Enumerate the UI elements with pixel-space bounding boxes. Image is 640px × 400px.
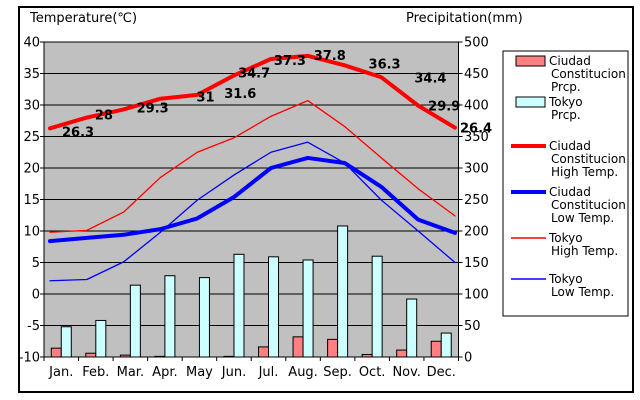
temp-axis-tick-label: 15: [23, 193, 40, 208]
bar-ciudad-prcp: [119, 354, 131, 358]
temp-axis-tick-label: 30: [23, 99, 40, 114]
bar-ciudad-prcp: [258, 346, 270, 358]
legend-text: Low Temp.: [551, 211, 614, 225]
bar-ciudad-prcp: [85, 352, 97, 358]
temp-axis-tick-label: 20: [23, 162, 40, 177]
temperature-axis-title: Temperature(℃): [29, 11, 137, 26]
bar-ciudad-prcp: [292, 336, 304, 358]
legend-text: Prcp.: [551, 108, 581, 122]
legend-text: Ciudad: [549, 139, 591, 153]
line-tokyo-high-temp: [49, 99, 456, 233]
bar-ciudad-prcp: [50, 347, 62, 358]
legend-text: Constitucion: [551, 198, 626, 212]
bar-ciudad-prcp: [430, 340, 442, 358]
legend-text: Tokyo: [548, 272, 583, 286]
bar-tokyo-prcp: [129, 284, 141, 358]
legend-text: High Temp.: [551, 165, 618, 179]
month-label: Sep.: [323, 365, 352, 380]
legend-text: Tokyo: [548, 95, 583, 109]
bar-tokyo-prcp: [440, 332, 452, 358]
precip-axis-tick-label: 350: [464, 130, 489, 145]
temp-axis-tick-label: -5: [27, 319, 40, 334]
month-label: Apr.: [152, 365, 177, 380]
month-label: Jan.: [48, 365, 73, 380]
temp-axis-tick-label: 35: [23, 67, 40, 82]
precip-axis-tick-label: 150: [464, 256, 489, 271]
legend-text: Constitucion: [551, 67, 626, 81]
precip-axis-tick-label: 500: [464, 36, 489, 51]
bar-ciudad-prcp: [154, 355, 166, 358]
legend-text: Ciudad: [549, 54, 591, 68]
legend-text: Ciudad: [549, 185, 591, 199]
precip-axis-tick-label: 300: [464, 162, 489, 177]
month-label: Jun.: [221, 365, 246, 380]
legend-text: Low Temp.: [551, 285, 614, 299]
bar-tokyo-prcp: [371, 255, 383, 358]
line-ciudad-high-temp: [48, 53, 457, 131]
high-temp-data-label: 37.8: [314, 49, 346, 64]
temp-axis-tick-label: 40: [23, 36, 40, 51]
line-tokyo-low-temp: [49, 141, 456, 282]
precip-axis-tick-label: 200: [464, 225, 489, 240]
legend-text: High Temp.: [551, 244, 618, 258]
precip-axis-tick-label: 50: [464, 319, 481, 334]
high-temp-data-label: 34.4: [414, 71, 446, 86]
legend-text: Tokyo: [548, 231, 583, 245]
legend-box: [502, 50, 629, 317]
precipitation-axis-title: Precipitation(mm): [406, 11, 523, 26]
high-temp-data-label: 31: [196, 91, 214, 106]
month-label: Feb.: [82, 365, 109, 380]
high-temp-data-label: 28: [95, 109, 113, 124]
bar-tokyo-prcp: [60, 326, 72, 358]
legend-text: Constitucion: [551, 152, 626, 166]
legend-text: Prcp.: [551, 80, 581, 94]
high-temp-data-label: 29.3: [137, 101, 169, 116]
month-label: May: [186, 365, 213, 380]
bar-ciudad-prcp: [327, 338, 339, 358]
high-temp-data-label: 26.3: [62, 125, 94, 140]
precip-axis-tick-label: 100: [464, 288, 489, 303]
month-label: Nov.: [392, 365, 421, 380]
bar-tokyo-prcp: [406, 298, 418, 358]
legend-swatch-tokyo-prcp: [515, 96, 546, 108]
bar-tokyo-prcp: [95, 319, 107, 358]
legend-swatch-ciudad-prcp: [515, 55, 546, 67]
precip-axis-tick-label: 400: [464, 99, 489, 114]
precip-axis-tick-label: 250: [464, 193, 489, 208]
bar-tokyo-prcp: [337, 225, 349, 358]
month-label: Aug.: [288, 365, 318, 380]
month-label: Mar.: [117, 365, 144, 380]
high-temp-data-label: 29.9: [428, 100, 460, 115]
temp-axis-tick-label: 0: [32, 288, 40, 303]
bar-tokyo-prcp: [302, 259, 314, 358]
high-temp-data-label: 36.3: [369, 57, 401, 72]
temp-axis-tick-label: -10: [19, 351, 40, 366]
temp-axis-tick-label: 5: [32, 256, 40, 271]
bar-tokyo-prcp: [164, 275, 176, 358]
temp-axis-tick-label: 25: [23, 130, 40, 145]
month-label: Dec.: [427, 365, 456, 380]
month-label: Jul.: [258, 365, 279, 380]
bar-tokyo-prcp: [233, 253, 245, 358]
bar-ciudad-prcp: [361, 353, 373, 358]
high-temp-data-label: 37.3: [274, 54, 306, 69]
precip-axis-tick-label: 450: [464, 67, 489, 82]
line-ciudad-low-temp: [48, 155, 457, 244]
bar-tokyo-prcp: [198, 277, 210, 358]
precip-axis-tick-label: 0: [464, 351, 472, 366]
bar-tokyo-prcp: [268, 256, 280, 358]
month-label: Oct.: [359, 365, 386, 380]
bar-ciudad-prcp: [396, 349, 408, 358]
high-temp-data-label: 26.4: [460, 122, 492, 137]
high-temp-data-label: 34.7: [238, 66, 270, 81]
temp-axis-tick-label: 10: [23, 225, 40, 240]
outer-frame: [18, 6, 634, 393]
bar-ciudad-prcp: [223, 355, 235, 358]
high-temp-data-label: 31.6: [224, 87, 256, 102]
